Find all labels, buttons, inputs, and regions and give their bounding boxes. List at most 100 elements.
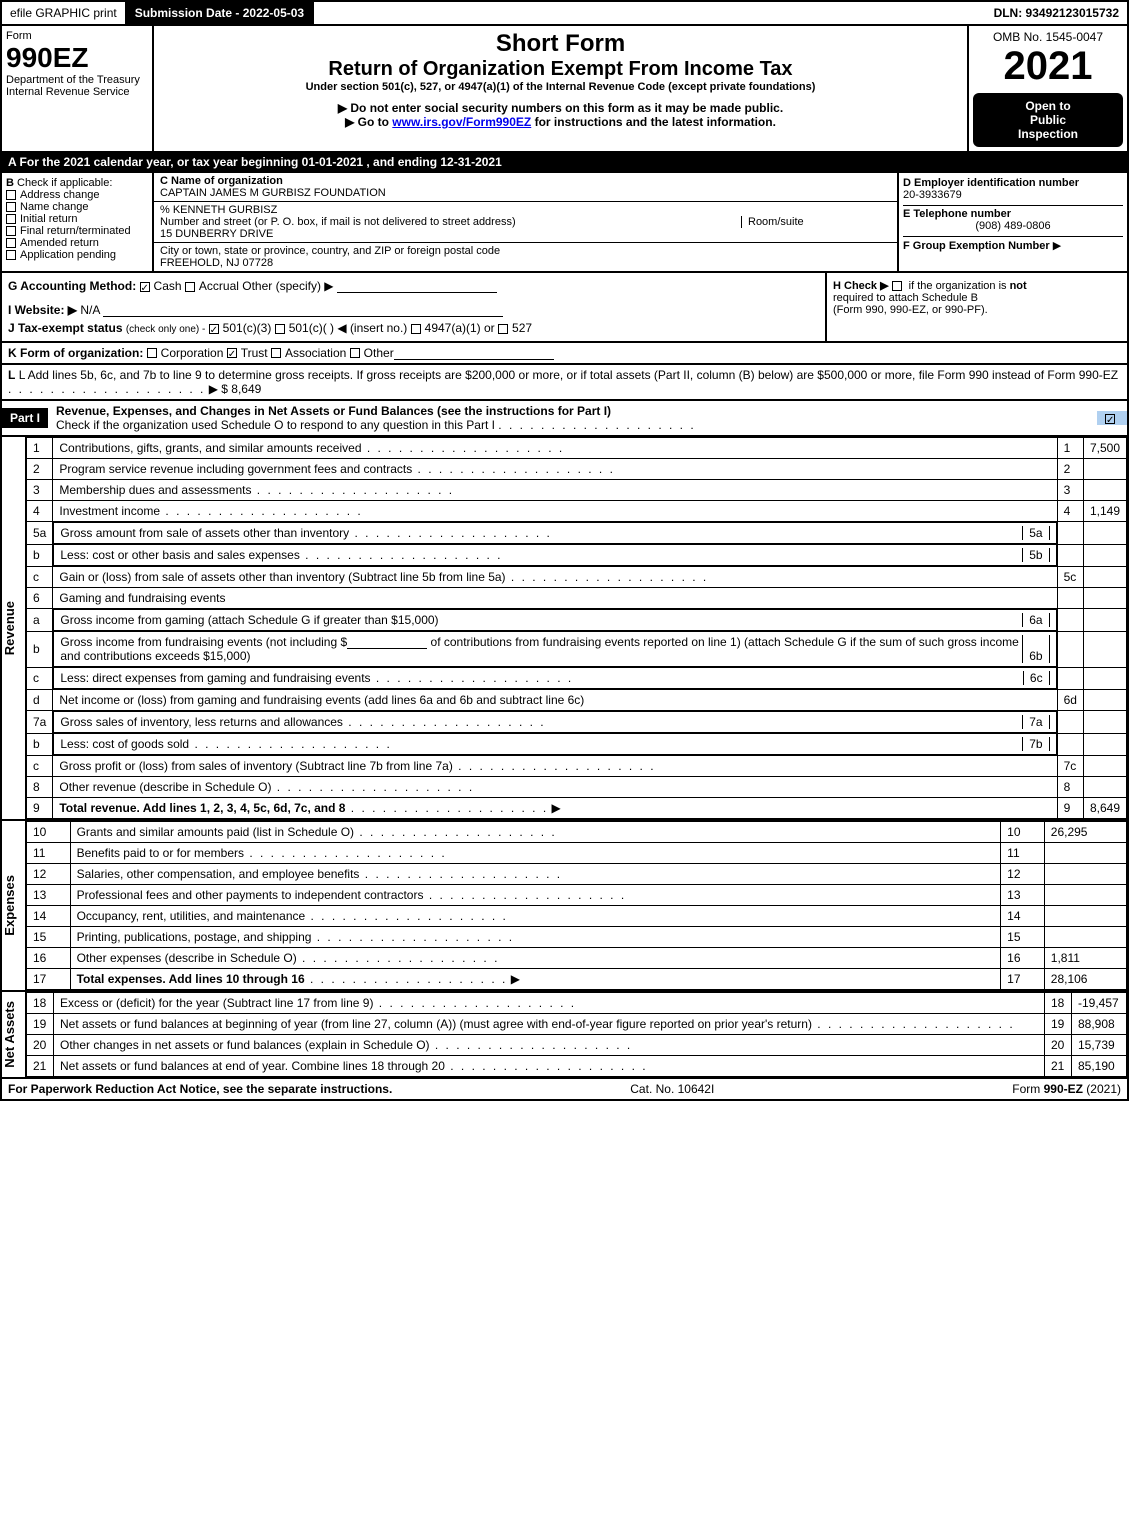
revenue-vlabel: Revenue	[2, 601, 25, 655]
opt-amended-return: Amended return	[20, 237, 99, 249]
checkbox-corporation[interactable]	[147, 348, 157, 358]
checkbox-address-change[interactable]	[6, 190, 16, 200]
other-specify-input[interactable]	[337, 279, 497, 293]
opt-final-return: Final return/terminated	[20, 225, 131, 237]
opt-501c3: 501(c)(3)	[223, 321, 272, 335]
line-21: 21Net assets or fund balances at end of …	[27, 1056, 1127, 1077]
line-6a: aGross income from gaming (attach Schedu…	[27, 609, 1127, 632]
opt-cash: Cash	[154, 279, 182, 293]
part-1-sub: Check if the organization used Schedule …	[56, 418, 495, 432]
opt-name-change: Name change	[20, 201, 89, 213]
checkbox-527[interactable]	[498, 324, 508, 334]
checkbox-cash[interactable]	[140, 282, 150, 292]
care-of: % KENNETH GURBISZ	[160, 204, 277, 216]
expenses-section: Expenses 10Grants and similar amounts pa…	[0, 821, 1129, 992]
checkbox-amended-return[interactable]	[6, 238, 16, 248]
opt-address-change: Address change	[20, 189, 100, 201]
line-8: 8Other revenue (describe in Schedule O)8	[27, 777, 1127, 798]
checkbox-initial-return[interactable]	[6, 214, 16, 224]
tax-year: 2021	[973, 44, 1123, 89]
top-bar: efile GRAPHIC print Submission Date - 20…	[0, 0, 1129, 26]
line-i: I Website: ▶ N/A	[8, 303, 819, 317]
room-label: Room/suite	[741, 216, 891, 228]
dept-treasury: Department of the Treasury	[6, 74, 148, 86]
section-b: B Check if applicable: Address change Na…	[2, 173, 154, 271]
expenses-vlabel: Expenses	[2, 875, 25, 936]
line-5b: bLess: cost or other basis and sales exp…	[27, 544, 1127, 567]
line-6b: bGross income from fundraising events (n…	[27, 631, 1127, 667]
j-sub: (check only one) -	[126, 324, 205, 335]
h-not: not	[1010, 280, 1027, 292]
open-line3: Inspection	[979, 127, 1117, 141]
opt-initial-return: Initial return	[20, 213, 77, 225]
website-value: N/A	[80, 303, 99, 317]
line-7b: bLess: cost of goods sold7b	[27, 733, 1127, 756]
website-input[interactable]	[103, 303, 503, 317]
dln: DLN: 93492123015732	[986, 2, 1127, 24]
section-gh: G Accounting Method: Cash Accrual Other …	[0, 273, 1129, 343]
street-value: 15 DUNBERRY DRIVE	[160, 228, 273, 240]
org-name: CAPTAIN JAMES M GURBISZ FOUNDATION	[160, 187, 386, 199]
page-footer: For Paperwork Reduction Act Notice, see …	[0, 1079, 1129, 1101]
line-20: 20Other changes in net assets or fund ba…	[27, 1035, 1127, 1056]
line-2: 2Program service revenue including gover…	[27, 459, 1127, 480]
h-text3: required to attach Schedule B	[833, 292, 978, 304]
schedule-o-checkbox[interactable]	[1097, 411, 1127, 425]
opt-corporation: Corporation	[161, 346, 224, 360]
section-bcd: B Check if applicable: Address change Na…	[0, 173, 1129, 273]
checkbox-4947[interactable]	[411, 324, 421, 334]
line-3: 3Membership dues and assessments3	[27, 480, 1127, 501]
footer-right: Form 990-EZ (2021)	[1012, 1082, 1121, 1096]
line-6d: dNet income or (loss) from gaming and fu…	[27, 690, 1127, 711]
section-def: D Employer identification number 20-3933…	[897, 173, 1127, 271]
ein-value: 20-3933679	[903, 189, 1123, 201]
checkbox-final-return[interactable]	[6, 226, 16, 236]
opt-other: Other (specify) ▶	[242, 279, 333, 293]
line-l: L L Add lines 5b, 6c, and 7b to line 9 t…	[0, 365, 1129, 401]
part-1-header: Part I Revenue, Expenses, and Changes in…	[0, 401, 1129, 437]
part-1-title: Revenue, Expenses, and Changes in Net As…	[56, 404, 611, 418]
opt-association: Association	[285, 346, 346, 360]
checkbox-name-change[interactable]	[6, 202, 16, 212]
form-header: Form 990EZ Department of the Treasury In…	[0, 26, 1129, 153]
city-value: FREEHOLD, NJ 07728	[160, 257, 273, 269]
efile-print[interactable]: efile GRAPHIC print	[2, 2, 127, 24]
e-label: E Telephone number	[903, 205, 1123, 220]
open-line2: Public	[979, 113, 1117, 127]
footer-cat: Cat. No. 10642I	[630, 1082, 714, 1096]
line-1: 1Contributions, gifts, grants, and simil…	[27, 438, 1127, 459]
checkbox-501c3[interactable]	[209, 324, 219, 334]
line-7a: 7aGross sales of inventory, less returns…	[27, 711, 1127, 734]
ssn-note: ▶ Do not enter social security numbers o…	[158, 101, 963, 115]
checkbox-application-pending[interactable]	[6, 250, 16, 260]
line-7c: cGross profit or (loss) from sales of in…	[27, 756, 1127, 777]
opt-501c: 501(c)( ) ◀ (insert no.)	[289, 321, 408, 335]
line-6c: cLess: direct expenses from gaming and f…	[27, 667, 1127, 690]
opt-trust: Trust	[241, 346, 268, 360]
line-16: 16Other expenses (describe in Schedule O…	[27, 948, 1127, 969]
checkbox-accrual[interactable]	[185, 282, 195, 292]
checkbox-schedule-b[interactable]	[892, 281, 902, 291]
other-org-input[interactable]	[394, 346, 554, 360]
irs-link[interactable]: www.irs.gov/Form990EZ	[392, 115, 531, 129]
goto-note: ▶ Go to www.irs.gov/Form990EZ for instru…	[158, 115, 963, 129]
h-text2: if the organization is	[909, 280, 1010, 292]
line-17: 17Total expenses. Add lines 10 through 1…	[27, 969, 1127, 990]
form-number: 990EZ	[6, 42, 148, 74]
checkbox-501c[interactable]	[275, 324, 285, 334]
line-13: 13Professional fees and other payments t…	[27, 885, 1127, 906]
line-14: 14Occupancy, rent, utilities, and mainte…	[27, 906, 1127, 927]
opt-4947: 4947(a)(1) or	[425, 321, 495, 335]
return-title: Return of Organization Exempt From Incom…	[158, 58, 963, 81]
line-j: J Tax-exempt status (check only one) - 5…	[8, 321, 819, 335]
part-1-label: Part I	[2, 408, 48, 428]
checkbox-association[interactable]	[271, 348, 281, 358]
omb-number: OMB No. 1545-0047	[973, 30, 1123, 44]
line-6: 6Gaming and fundraising events	[27, 588, 1127, 609]
opt-application-pending: Application pending	[20, 249, 116, 261]
under-section: Under section 501(c), 527, or 4947(a)(1)…	[158, 81, 963, 93]
city-label: City or town, state or province, country…	[160, 245, 500, 257]
checkbox-trust[interactable]	[227, 348, 237, 358]
netassets-vlabel: Net Assets	[2, 1001, 25, 1068]
checkbox-other-org[interactable]	[350, 348, 360, 358]
